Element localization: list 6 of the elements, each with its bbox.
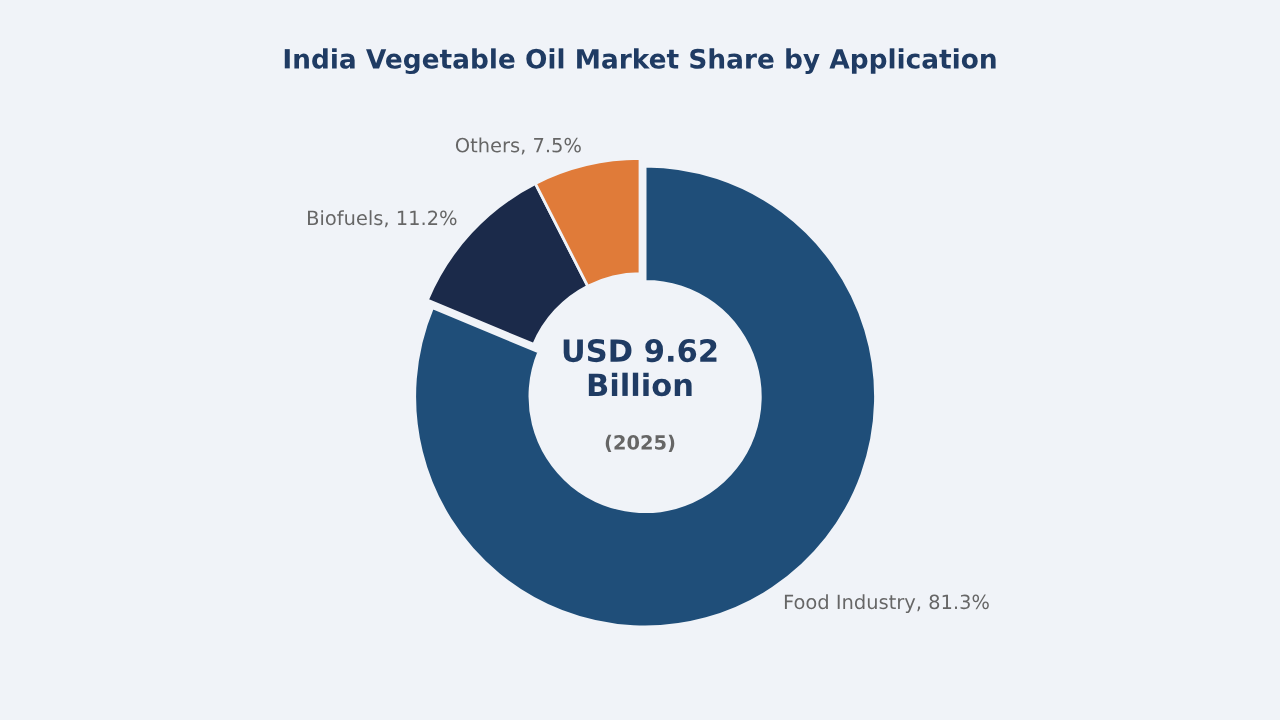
text: (2025)	[605, 434, 675, 453]
slice-label: Biofuels, 11.2%	[308, 210, 457, 228]
chart-title: India Vegetable Oil Market Share by Application	[284, 48, 996, 75]
text: USD 9.62 Billion	[563, 339, 717, 397]
slice-label: Food Industry, 81.3%	[784, 594, 989, 613]
slice-label: Others, 7.5%	[455, 137, 581, 155]
